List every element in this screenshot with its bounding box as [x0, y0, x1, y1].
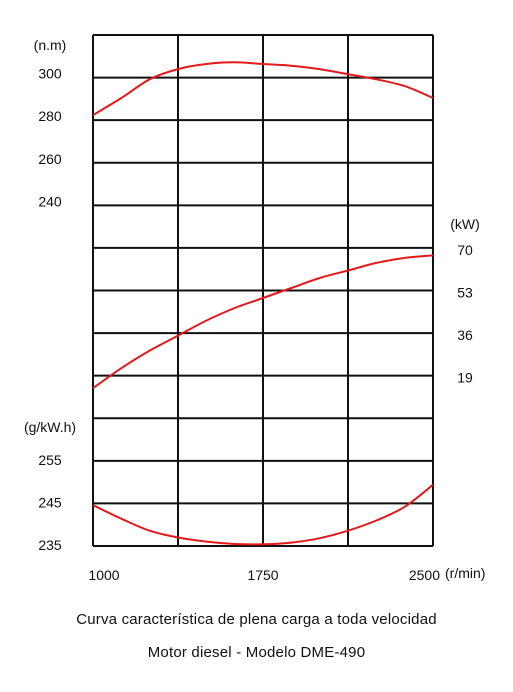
power-tick-label: 36: [457, 327, 473, 343]
engine-performance-chart: (n.m) 300 280 260 240 (kW) 70 53 36 19 (g/kW.h) 255…: [24, 34, 486, 583]
x-tick-label: 1750: [247, 567, 278, 583]
chart-grid: [92, 34, 434, 547]
caption-title: Curva característica de plena carga a to…: [76, 611, 437, 628]
fuel-tick-label: 245: [38, 494, 62, 510]
torque-tick-label: 300: [38, 66, 62, 82]
caption-subtitle: Motor diesel - Modelo DME-490: [147, 644, 366, 661]
fuel-consumption-curve: [92, 483, 434, 546]
fuel-tick-label: 255: [38, 452, 62, 468]
power-unit-label: (kW): [450, 216, 480, 232]
fuel-tick-label: 235: [38, 537, 62, 553]
power-curve: [92, 254, 434, 390]
power-tick-label: 19: [457, 370, 473, 386]
torque-curve: [92, 61, 434, 116]
chart-curves: [92, 61, 434, 546]
torque-tick-label: 260: [38, 151, 62, 167]
torque-tick-label: 240: [38, 193, 62, 209]
x-unit-label: (r/min): [445, 565, 485, 581]
chart-axis-labels: (n.m) 300 280 260 240 (kW) 70 53 36 19 (g/kW.h) 255…: [24, 37, 486, 583]
power-tick-label: 70: [457, 242, 473, 258]
fuel-unit-label: (g/kW.h): [24, 419, 76, 435]
torque-tick-label: 280: [38, 108, 62, 124]
torque-unit-label: (n.m): [34, 37, 67, 53]
x-tick-label: 1000: [88, 567, 119, 583]
x-tick-label: 2500: [409, 567, 440, 583]
power-tick-label: 53: [457, 285, 473, 301]
